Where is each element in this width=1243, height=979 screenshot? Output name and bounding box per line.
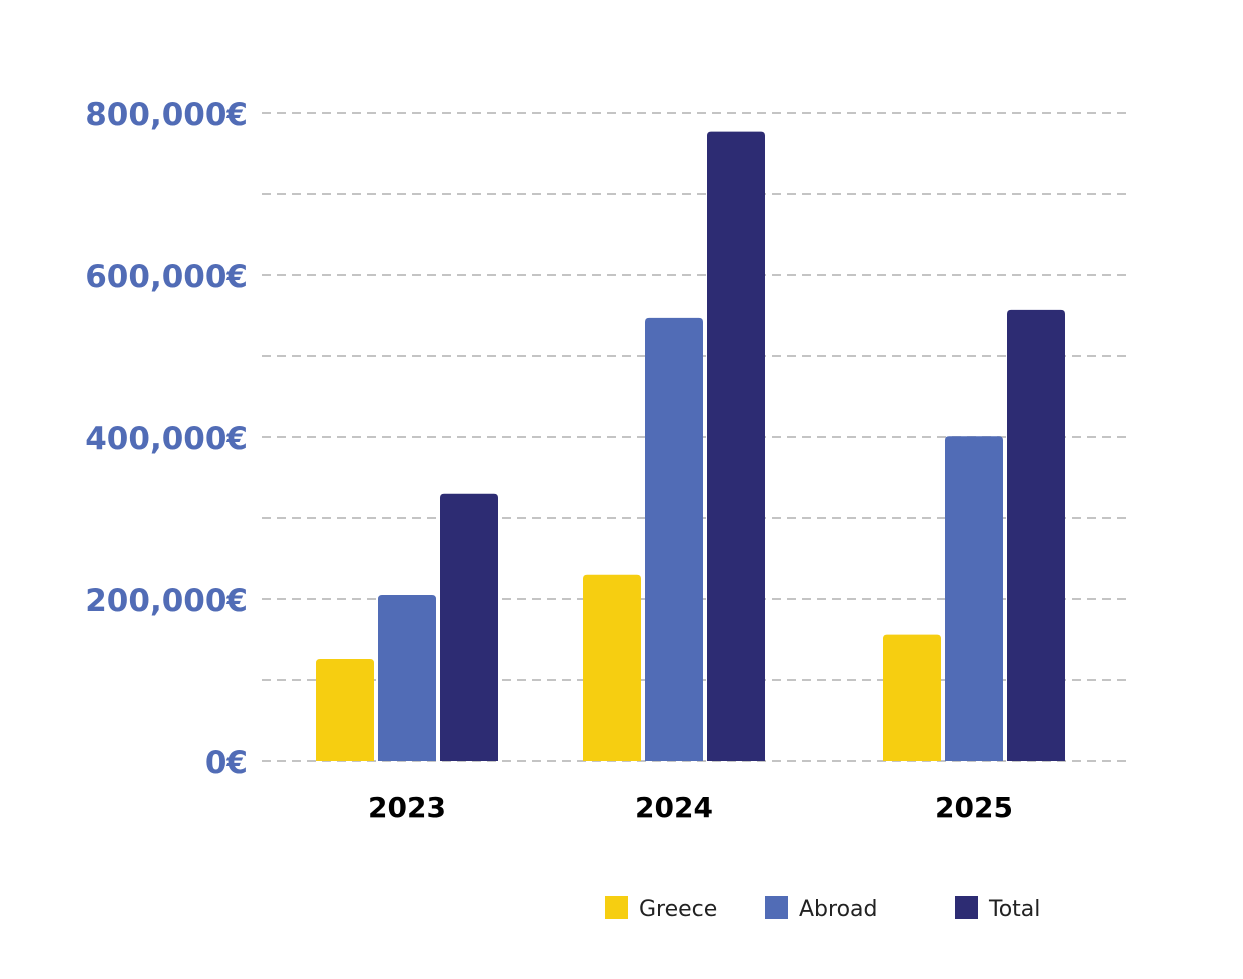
y-tick-label: 600,000€ <box>85 259 248 295</box>
bar-greece-2023 <box>316 658 374 761</box>
bar-total-2025 <box>1007 309 1065 761</box>
bar-total-2024 <box>707 131 765 761</box>
x-axis-ticks: 2023 2024 2025 <box>368 791 1013 824</box>
legend-label-greece: Greece <box>639 897 717 922</box>
legend-swatch-greece <box>605 896 628 919</box>
bar-abroad-2025 <box>945 436 1003 761</box>
x-tick-label: 2025 <box>935 791 1013 824</box>
y-tick-label: 400,000€ <box>85 421 248 457</box>
y-tick-label: 0€ <box>205 745 248 781</box>
legend-swatch-total <box>955 896 978 919</box>
x-tick-label: 2024 <box>635 791 713 824</box>
bar-abroad-2024 <box>645 317 703 761</box>
y-tick-label: 800,000€ <box>85 97 248 133</box>
legend-swatch-abroad <box>765 896 788 919</box>
bar-abroad-2023 <box>378 594 436 761</box>
x-tick-label: 2023 <box>368 791 446 824</box>
legend: Greece Abroad Total <box>605 896 1040 922</box>
bar-greece-2025 <box>883 634 941 761</box>
y-axis-ticks: 0€ 200,000€ 400,000€ 600,000€ 800,000€ <box>85 97 248 781</box>
bar-greece-2024 <box>583 574 641 761</box>
bar-total-2023 <box>440 493 498 761</box>
legend-label-total: Total <box>988 897 1040 922</box>
legend-label-abroad: Abroad <box>799 897 877 922</box>
y-tick-label: 200,000€ <box>85 583 248 619</box>
bars <box>316 131 1065 761</box>
